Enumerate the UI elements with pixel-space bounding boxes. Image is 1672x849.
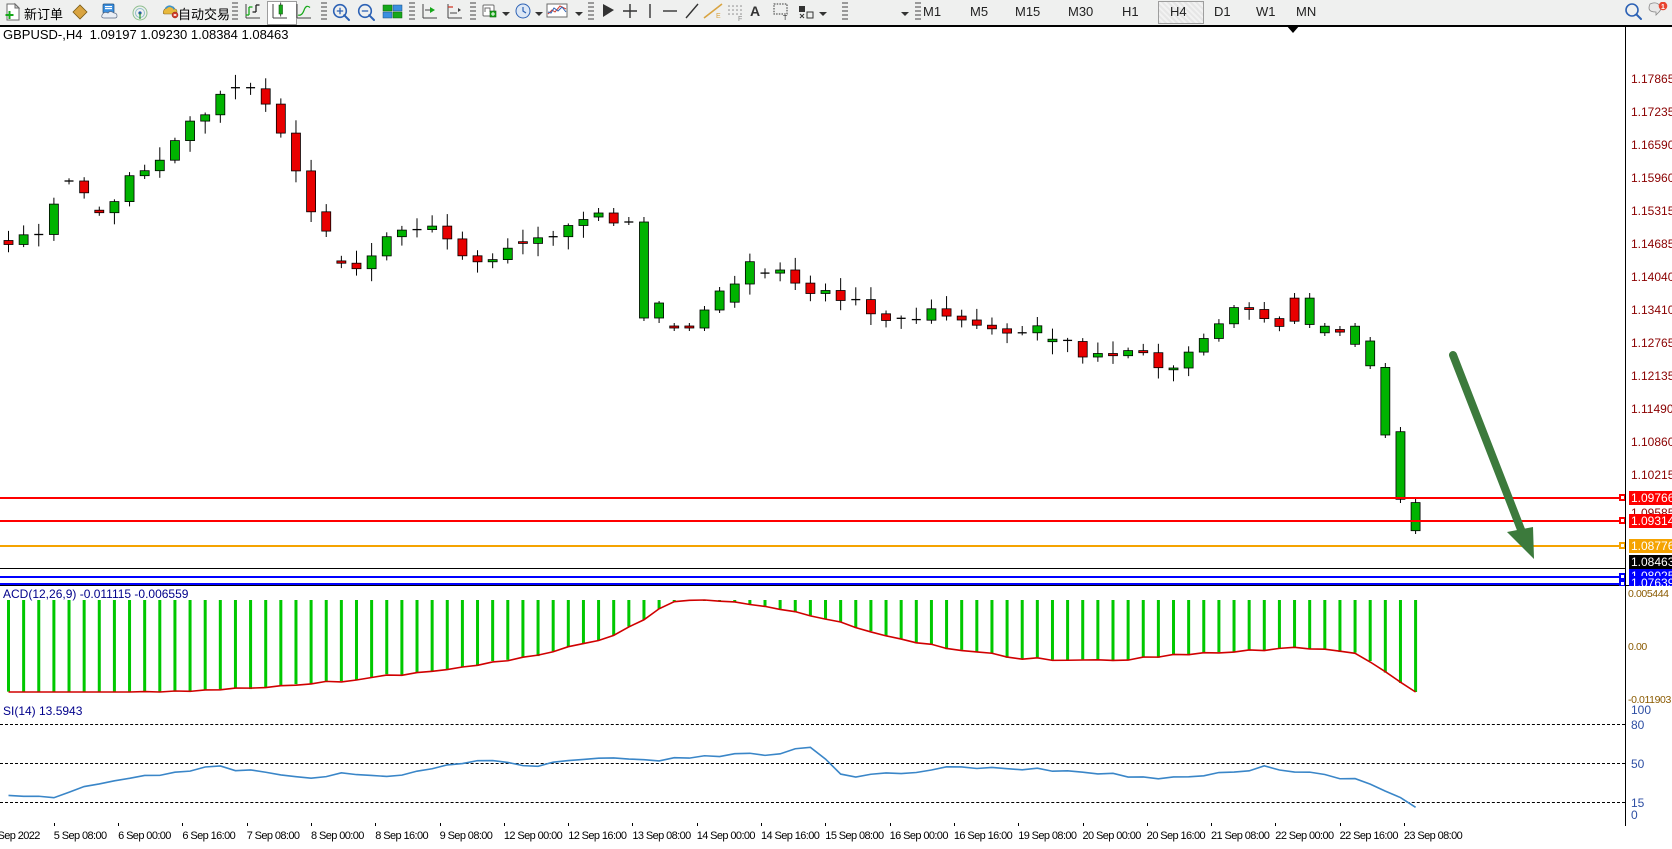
svg-text:T: T	[783, 15, 788, 22]
svg-text:F: F	[738, 16, 742, 22]
svg-text:E: E	[716, 13, 721, 20]
svg-text:1: 1	[1661, 4, 1665, 11]
